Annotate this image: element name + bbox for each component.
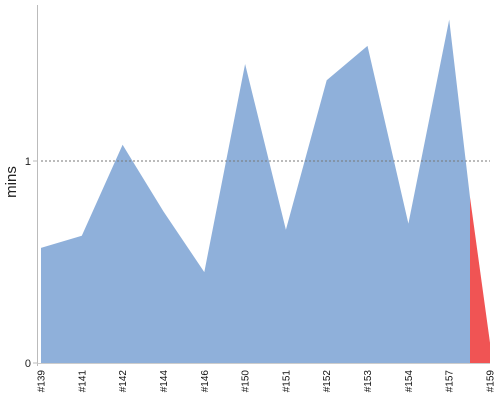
area-series-failed: [470, 197, 490, 363]
x-tick-label-154: #154: [404, 370, 415, 393]
area-series-duration: [41, 19, 470, 363]
x-tick-label-139: #139: [37, 370, 48, 393]
y-tick-label-0: 0: [25, 358, 31, 370]
y-tick-label-1: 1: [25, 156, 31, 168]
x-tick-label-144: #144: [159, 370, 170, 393]
y-axis-label: mins: [3, 166, 20, 198]
x-tick-label-157: #157: [445, 370, 456, 393]
x-tick-label-159: #159: [486, 370, 497, 393]
plot-area: [41, 19, 490, 363]
x-axis: #139 #141 #142 #144 #146 #150 #151 #152 #153 #154…: [37, 363, 497, 393]
x-tick-label-152: #152: [322, 370, 333, 393]
y-axis: mins 0 1: [3, 5, 38, 370]
x-tick-label-153: #153: [363, 370, 374, 393]
x-tick-label-142: #142: [118, 370, 129, 393]
x-tick-label-141: #141: [77, 370, 88, 393]
x-tick-label-146: #146: [200, 370, 211, 393]
x-tick-label-150: #150: [241, 370, 252, 393]
x-tick-label-151: #151: [281, 370, 292, 393]
